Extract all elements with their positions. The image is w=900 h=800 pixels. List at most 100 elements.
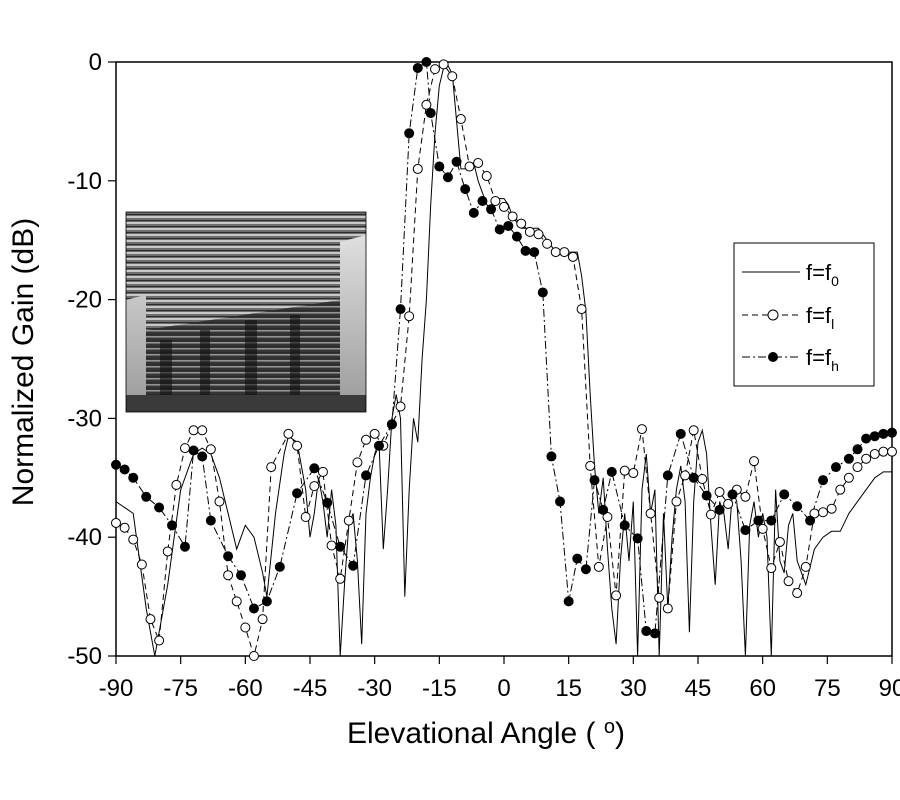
- data-point: [688, 425, 699, 436]
- data-point: [214, 496, 225, 507]
- data-point: [179, 541, 190, 552]
- data-point: [136, 559, 147, 570]
- y-tick-label: 0: [89, 49, 102, 76]
- data-point: [335, 573, 346, 584]
- data-point: [412, 163, 423, 174]
- data-point: [887, 446, 897, 457]
- data-point: [490, 195, 501, 206]
- data-point: [197, 451, 208, 462]
- data-point: [205, 444, 216, 455]
- y-tick-label: -30: [67, 405, 102, 432]
- x-tick-label: 60: [749, 675, 776, 702]
- legend-sub-fh: h: [831, 358, 839, 374]
- data-point: [805, 515, 816, 526]
- data-point: [680, 470, 691, 481]
- data-point: [145, 614, 156, 625]
- x-tick-label: 15: [555, 675, 582, 702]
- data-point: [516, 218, 527, 229]
- legend-label-fh: f=f: [806, 345, 832, 370]
- data-point: [559, 247, 570, 258]
- data-point: [511, 231, 522, 242]
- data-point: [645, 508, 656, 519]
- data-point: [537, 287, 548, 298]
- data-point: [753, 515, 764, 526]
- data-point: [783, 576, 794, 587]
- legend-item-f0: f=f0: [742, 260, 839, 289]
- data-point: [205, 515, 216, 526]
- svg-text:Elevational Angle ( o): Elevational Angle ( o): [347, 716, 625, 750]
- data-point: [662, 603, 673, 614]
- x-axis-title-close: ): [615, 717, 625, 750]
- data-point: [369, 428, 380, 439]
- data-point: [317, 466, 328, 477]
- y-axis-title: Normalized Gain (dB): [7, 218, 40, 506]
- legend-marker-fl: [767, 309, 779, 321]
- data-point: [361, 470, 372, 481]
- x-tick-label: -90: [99, 675, 134, 702]
- data-point: [197, 425, 208, 436]
- svg-text:f=fl: f=fl: [806, 303, 834, 332]
- data-point: [494, 224, 505, 235]
- data-point: [326, 540, 337, 551]
- data-point: [529, 247, 540, 258]
- data-point: [386, 419, 397, 430]
- data-point: [861, 433, 872, 444]
- data-point: [141, 491, 152, 502]
- data-point: [542, 238, 553, 249]
- data-point: [546, 451, 557, 462]
- data-point: [300, 512, 311, 523]
- legend: f=f0 f=fl f=fh: [733, 242, 875, 387]
- data-point: [343, 515, 354, 526]
- data-point: [671, 496, 682, 507]
- data-point: [688, 472, 699, 483]
- data-point: [705, 509, 716, 520]
- data-point: [555, 496, 566, 507]
- x-tick-label: 30: [620, 675, 647, 702]
- data-point: [473, 157, 484, 168]
- data-point: [223, 551, 234, 562]
- data-point: [128, 472, 139, 483]
- data-point: [322, 497, 333, 508]
- data-point: [830, 462, 841, 473]
- data-point: [223, 570, 234, 581]
- data-point: [869, 431, 880, 442]
- x-tick-label: 0: [497, 675, 510, 702]
- x-tick-label: 90: [879, 675, 900, 702]
- data-point: [580, 564, 591, 575]
- data-point: [167, 520, 178, 531]
- data-point: [619, 520, 630, 531]
- data-point: [395, 304, 406, 315]
- data-point: [766, 563, 777, 574]
- data-point: [593, 561, 604, 572]
- data-point: [887, 427, 897, 438]
- data-point: [727, 489, 738, 500]
- data-point: [714, 504, 725, 515]
- data-point: [675, 428, 686, 439]
- data-point: [248, 603, 259, 614]
- x-tick-label: -45: [293, 675, 328, 702]
- legend-sub-f0: 0: [831, 273, 839, 289]
- data-point: [442, 172, 453, 183]
- x-tick-label: 75: [814, 675, 841, 702]
- data-point: [533, 229, 544, 240]
- data-point: [111, 517, 121, 528]
- data-point: [361, 434, 372, 445]
- data-point: [589, 475, 600, 486]
- data-point: [878, 428, 889, 439]
- data-point: [749, 456, 760, 467]
- data-point: [352, 457, 363, 468]
- data-point: [188, 445, 199, 456]
- x-tick-label: -60: [228, 675, 263, 702]
- data-point: [425, 108, 436, 119]
- data-point: [486, 204, 497, 215]
- x-tick-label: -15: [422, 675, 457, 702]
- data-point: [261, 596, 272, 607]
- data-point: [309, 481, 320, 492]
- svg-text:f=f0: f=f0: [806, 260, 839, 289]
- x-axis-title: Elevational Angle ( o): [347, 716, 625, 750]
- data-point: [335, 541, 346, 552]
- data-point: [632, 533, 643, 544]
- data-point: [602, 512, 613, 523]
- data-point: [697, 473, 708, 484]
- data-point: [662, 470, 673, 481]
